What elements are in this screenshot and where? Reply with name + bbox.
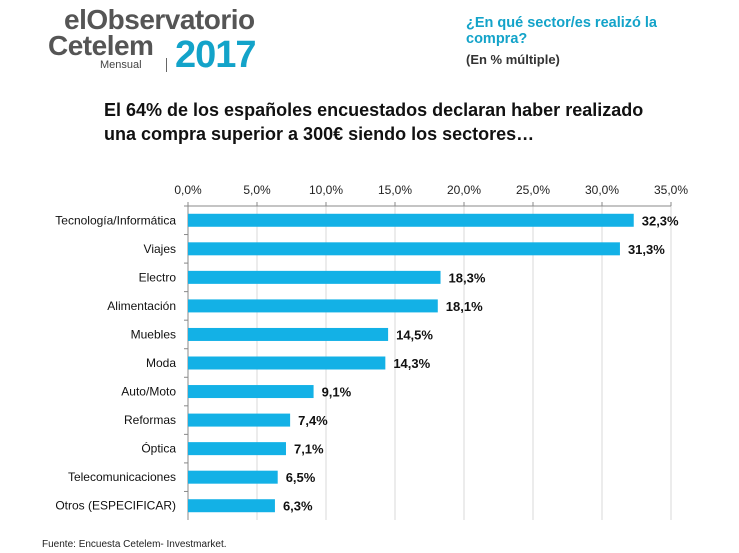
bar: [188, 385, 314, 399]
source-note: Fuente: Encuesta Cetelem- Investmarket.: [42, 539, 227, 550]
category-label: Muebles: [131, 327, 176, 341]
bar: [188, 327, 389, 341]
data-label: 7,4%: [298, 413, 328, 428]
bar: [188, 413, 291, 427]
bar: [188, 470, 278, 484]
bar: [188, 242, 620, 256]
x-tick-label: 20,0%: [447, 183, 481, 197]
x-tick-label: 30,0%: [585, 183, 619, 197]
category-label: Viajes: [144, 242, 176, 256]
data-label: 6,3%: [283, 499, 313, 514]
bar: [188, 356, 386, 370]
cetelem-observatorio-logo: elObservatorio Cetelem Mensual 2017: [40, 4, 280, 78]
x-tick-label: 0,0%: [174, 183, 202, 197]
data-label: 14,3%: [393, 356, 430, 371]
logo-mensual-text: Mensual: [100, 59, 142, 71]
bar: [188, 499, 275, 513]
x-tick-label: 25,0%: [516, 183, 550, 197]
category-label: Telecomunicaciones: [68, 470, 176, 484]
data-label: 32,3%: [642, 213, 679, 228]
data-label: 18,1%: [446, 299, 483, 314]
category-label: Auto/Moto: [121, 385, 176, 399]
data-label: 14,5%: [396, 327, 433, 342]
x-tick-label: 15,0%: [378, 183, 412, 197]
bar: [188, 213, 634, 227]
data-label: 31,3%: [628, 242, 665, 257]
bar: [188, 442, 286, 456]
data-label: 9,1%: [322, 385, 352, 400]
chart-headline: El 64% de los españoles encuestados decl…: [104, 100, 644, 144]
category-label: Otros (ESPECIFICAR): [55, 499, 176, 513]
logo-year: 2017: [175, 34, 257, 76]
logo-el-text: el: [64, 4, 87, 35]
data-label: 18,3%: [449, 270, 486, 285]
data-label: 7,1%: [294, 442, 324, 457]
category-label: Óptica: [141, 441, 176, 456]
survey-question-note: (En % múltiple): [466, 52, 560, 67]
x-tick-label: 5,0%: [243, 183, 271, 197]
data-label: 6,5%: [286, 470, 316, 485]
logo-separator: [166, 58, 167, 72]
logo-cetelem-text: Cetelem: [48, 30, 154, 61]
category-label: Moda: [146, 356, 176, 370]
logo-line-1: elObservatorio: [64, 4, 255, 36]
category-label: Alimentación: [107, 299, 176, 313]
logo-observatorio-text: Observatorio: [86, 4, 255, 35]
category-label: Reformas: [124, 413, 176, 427]
category-label: Electro: [139, 270, 177, 284]
survey-question: ¿En qué sector/es realizó la compra?: [466, 15, 657, 47]
bar: [188, 299, 438, 313]
bar: [188, 270, 441, 284]
category-label: Tecnología/Informática: [55, 213, 176, 227]
x-tick-label: 10,0%: [309, 183, 343, 197]
x-tick-label: 35,0%: [654, 183, 688, 197]
